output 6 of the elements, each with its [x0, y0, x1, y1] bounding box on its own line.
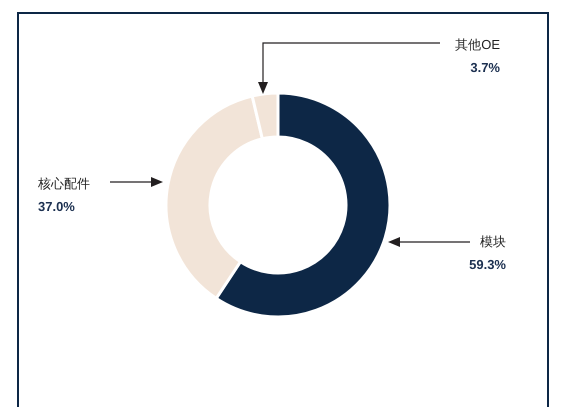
data-label: 59.3%	[469, 257, 506, 272]
slice-label: 其他OE	[455, 37, 500, 52]
slice-label: 核心配件	[37, 176, 90, 191]
slice-label: 模块	[480, 234, 506, 249]
data-label: 3.7%	[470, 60, 500, 75]
data-label: 37.0%	[38, 199, 76, 214]
